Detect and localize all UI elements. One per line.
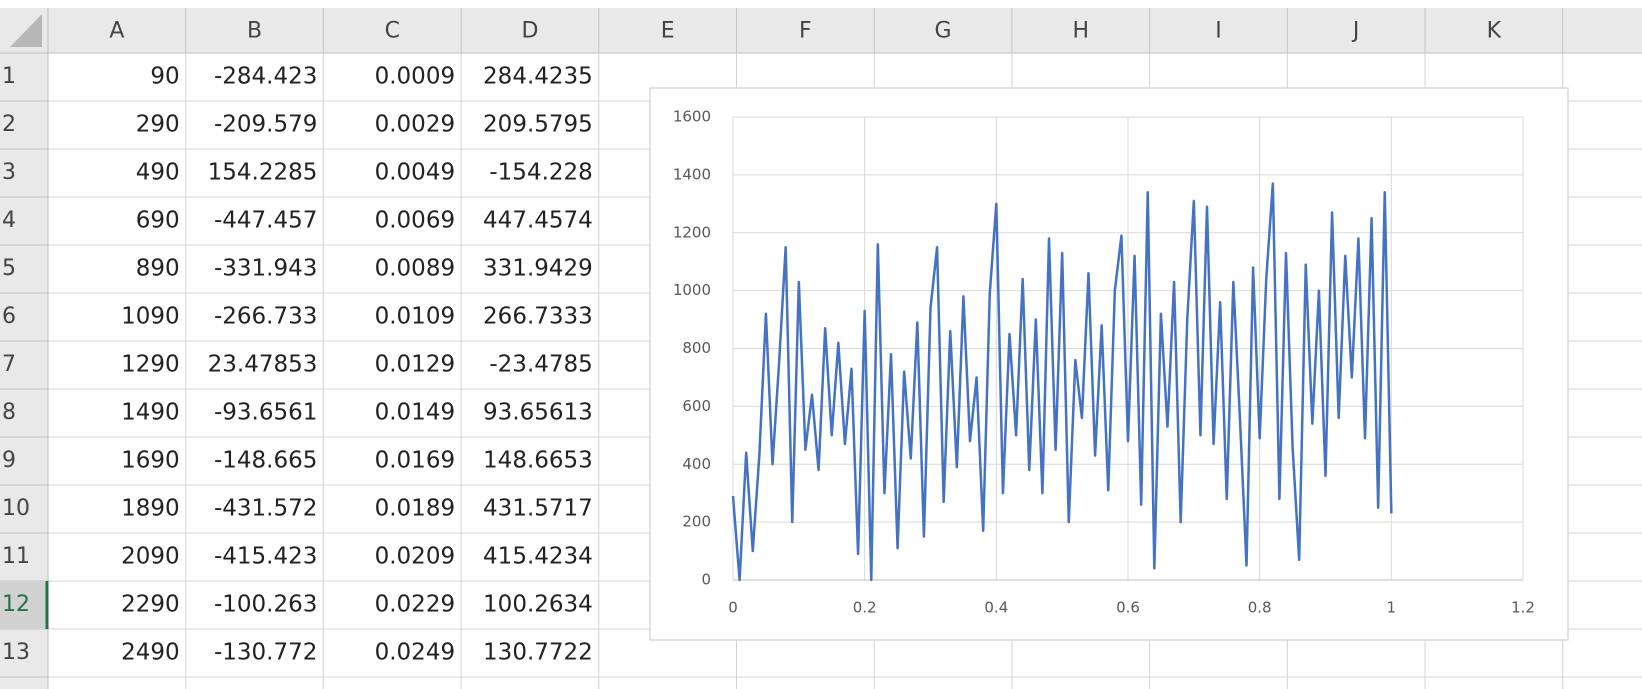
cell-value[interactable]: 0.0109: [375, 304, 455, 330]
row-header[interactable]: 13: [2, 640, 30, 665]
column-header[interactable]: H: [1072, 19, 1089, 44]
x-tick-label: 0.8: [1248, 599, 1272, 617]
cell-value[interactable]: 890: [136, 256, 180, 282]
cell-value[interactable]: 0.0229: [375, 592, 455, 618]
x-tick-label: 1.2: [1511, 599, 1535, 617]
x-tick-label: 0.6: [1116, 599, 1140, 617]
cell-value[interactable]: 90: [150, 64, 179, 90]
x-tick-label: 0.4: [984, 599, 1008, 617]
cell-value[interactable]: 1090: [121, 304, 180, 330]
cell-value[interactable]: 1490: [121, 400, 180, 426]
chart: 0 200 400 600 800 1000 1200 1400 1600 0 0.2 0.4 0.6 0…: [649, 87, 1569, 641]
cell-value[interactable]: -148.665: [214, 448, 317, 474]
y-tick-label: 1600: [673, 108, 711, 126]
y-tick-label: 600: [682, 397, 711, 415]
cell-value[interactable]: 690: [136, 208, 180, 234]
cell-value[interactable]: 0.0089: [375, 256, 455, 282]
row-header[interactable]: 2: [2, 112, 16, 137]
cell-value[interactable]: 0.0029: [375, 112, 455, 138]
cell-value[interactable]: -331.943: [214, 256, 317, 282]
cell-value[interactable]: 154.2285: [208, 160, 318, 186]
cell-value[interactable]: 331.9429: [483, 256, 593, 282]
cell-value[interactable]: 209.5795: [483, 112, 593, 138]
y-tick-label: 1200: [673, 223, 711, 241]
cell-value[interactable]: 1290: [121, 352, 180, 378]
cell-value[interactable]: -93.6561: [214, 400, 317, 426]
row-header[interactable]: 7: [2, 352, 16, 377]
select-all-corner[interactable]: [10, 14, 42, 47]
column-header[interactable]: I: [1215, 19, 1222, 44]
column-header[interactable]: D: [521, 19, 538, 44]
cell-value[interactable]: -284.423: [214, 64, 317, 90]
y-tick-label: 0: [701, 571, 711, 589]
cell-value[interactable]: -209.579: [214, 112, 317, 138]
cell-value[interactable]: 0.0009: [375, 64, 455, 90]
x-tick-label: 0: [728, 599, 738, 617]
selected-row-header: [0, 581, 48, 629]
row-header[interactable]: 3: [2, 160, 16, 185]
column-header[interactable]: G: [935, 19, 952, 44]
cell-value[interactable]: 0.0209: [375, 544, 455, 570]
cell-value[interactable]: 490: [136, 160, 180, 186]
cell-value[interactable]: -154.228: [489, 160, 592, 186]
column-header[interactable]: B: [247, 19, 262, 44]
column-header[interactable]: F: [799, 19, 812, 44]
cell-value[interactable]: 0.0169: [375, 448, 455, 474]
cell-value[interactable]: 0.0049: [375, 160, 455, 186]
cell-value[interactable]: 431.5717: [483, 496, 593, 522]
cell-value[interactable]: -130.772: [214, 640, 317, 666]
cell-value[interactable]: -431.572: [214, 496, 317, 522]
row-header[interactable]: 12: [2, 592, 30, 617]
x-tick-label: 0.2: [853, 599, 877, 617]
row-header[interactable]: 5: [2, 256, 16, 281]
column-header[interactable]: A: [109, 19, 124, 44]
cell-value[interactable]: 2290: [121, 592, 180, 618]
column-header[interactable]: J: [1351, 19, 1360, 44]
cell-value[interactable]: -415.423: [214, 544, 317, 570]
cell-value[interactable]: 23.47853: [208, 352, 318, 378]
cell-value[interactable]: 0.0189: [375, 496, 455, 522]
y-tick-label: 1400: [673, 165, 711, 183]
cell-value[interactable]: 0.0249: [375, 640, 455, 666]
cell-value[interactable]: 130.7722: [483, 640, 593, 666]
cell-value[interactable]: 2090: [121, 544, 180, 570]
row-header[interactable]: 1: [2, 64, 16, 89]
cell-value[interactable]: 290: [136, 112, 180, 138]
y-tick-label: 800: [682, 339, 711, 357]
cell-value[interactable]: 148.6653: [483, 448, 593, 474]
cell-value[interactable]: 1690: [121, 448, 180, 474]
y-tick-label: 1000: [673, 281, 711, 299]
data-line: [731, 182, 1393, 582]
column-header[interactable]: K: [1487, 19, 1502, 44]
x-tick-label: 1: [1387, 599, 1397, 617]
cell-value[interactable]: 1890: [121, 496, 180, 522]
row-header[interactable]: 6: [2, 304, 16, 329]
row-header[interactable]: 11: [2, 544, 30, 569]
cell-value[interactable]: 100.2634: [483, 592, 593, 618]
cell-value[interactable]: 415.4234: [483, 544, 593, 570]
cell-value[interactable]: 0.0149: [375, 400, 455, 426]
y-tick-label: 400: [682, 455, 711, 473]
cell-value[interactable]: 0.0129: [375, 352, 455, 378]
cell-value[interactable]: -100.263: [214, 592, 317, 618]
column-header[interactable]: E: [661, 19, 675, 44]
cell-value[interactable]: -23.4785: [489, 352, 592, 378]
row-header[interactable]: 9: [2, 448, 16, 473]
row-header[interactable]: 10: [2, 496, 30, 521]
cell-value[interactable]: -266.733: [214, 304, 317, 330]
cell-value[interactable]: 266.7333: [483, 304, 593, 330]
cell-value[interactable]: 284.4235: [483, 64, 593, 90]
row-header[interactable]: 8: [2, 400, 16, 425]
column-header[interactable]: C: [385, 19, 400, 44]
cell-value[interactable]: 447.4574: [483, 208, 593, 234]
row-header[interactable]: 4: [2, 208, 16, 233]
cell-value[interactable]: 0.0069: [375, 208, 455, 234]
cell-value[interactable]: 2490: [121, 640, 180, 666]
column-header-bar: [0, 8, 1642, 53]
cell-value[interactable]: -447.457: [214, 208, 317, 234]
cell-value[interactable]: 93.65613: [483, 400, 593, 426]
y-tick-label: 200: [682, 513, 711, 531]
